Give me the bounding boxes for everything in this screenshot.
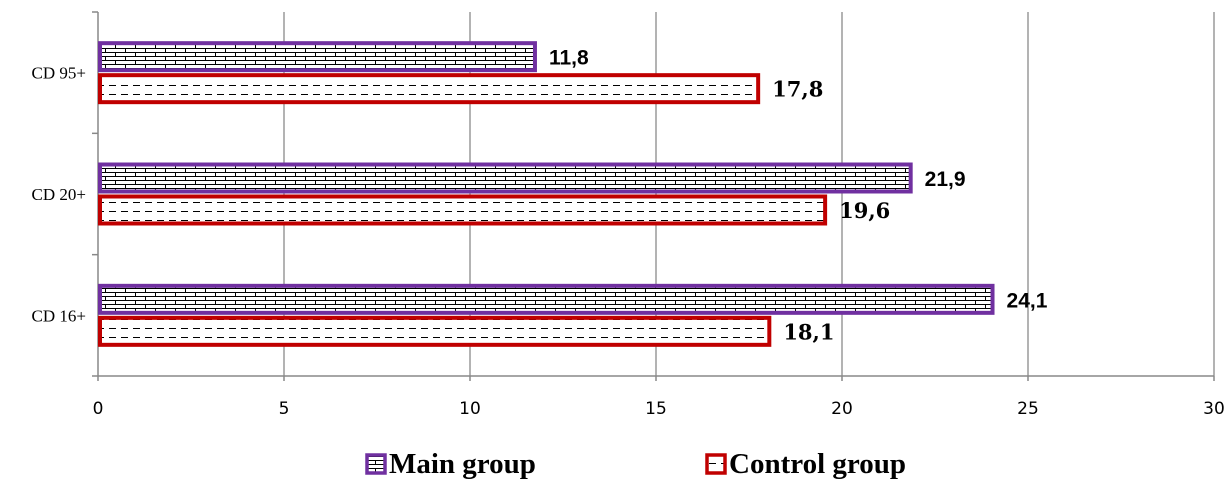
bar-main [98,162,913,194]
x-tick-label: 25 [1017,399,1039,419]
bars [98,41,995,347]
category-label: CD 95+ [32,64,86,83]
bar-control [98,315,772,347]
x-tick-label: 15 [645,399,667,419]
bar-control [98,194,828,226]
category-label: CD 20+ [32,185,86,204]
bar-control [98,73,761,105]
x-tick-label: 0 [93,399,104,419]
data-label: 11,8 [549,47,589,70]
legend-swatch-control [705,453,727,475]
data-label: 17,8 [772,77,823,102]
data-label: 18,1 [783,319,834,344]
x-tick-label: 5 [279,399,290,419]
x-tick-label: 30 [1203,399,1225,419]
legend: Main group Control group [365,448,906,480]
x-tick-label: 20 [831,399,853,419]
legend-swatch-main [365,453,387,475]
gridlines [283,12,1215,376]
legend-label-control: Control group [729,448,906,480]
data-labels: 11,8 17,8 21,9 19,6 24,1 18,1 [549,47,1048,345]
data-label: 19,6 [839,198,890,223]
legend-label-main: Main group [389,448,536,480]
bar-main [98,41,537,73]
axes: 0 5 10 15 20 25 30 CD 95+ CD 20+ CD 16+ [32,11,1225,419]
bar-main [98,283,995,315]
category-label: CD 16+ [32,306,86,325]
data-label: 24,1 [1007,289,1048,312]
data-label: 21,9 [925,168,966,191]
x-tick-label: 10 [459,399,481,419]
